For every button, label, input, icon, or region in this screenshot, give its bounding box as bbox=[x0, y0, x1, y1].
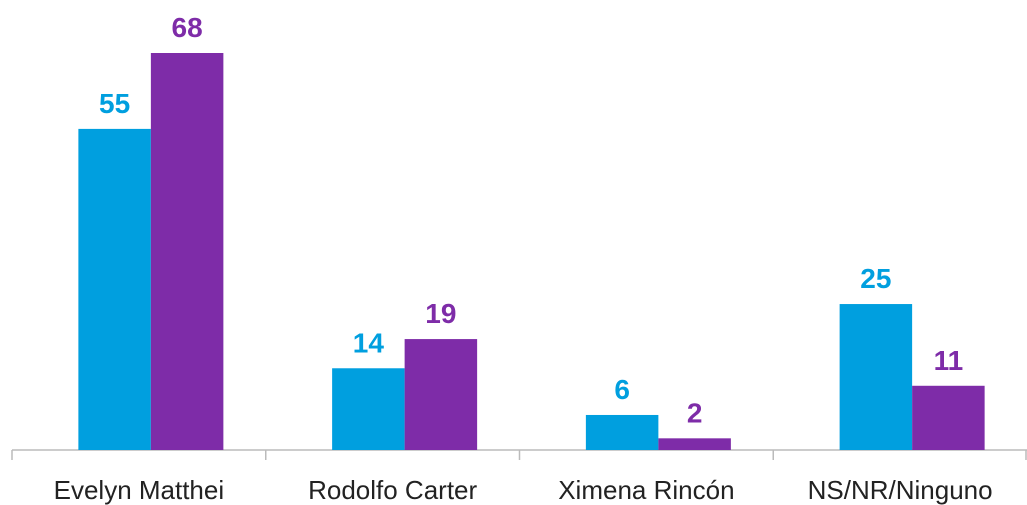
value-label: 2 bbox=[687, 397, 703, 428]
bar bbox=[912, 385, 985, 450]
bar bbox=[839, 304, 913, 450]
bar bbox=[332, 368, 405, 450]
x-tick-label: NS/NR/Ninguno bbox=[808, 475, 993, 505]
x-tick-label: Evelyn Matthei bbox=[54, 475, 225, 505]
bar bbox=[658, 438, 731, 450]
value-label: 19 bbox=[425, 298, 456, 329]
x-tick-label: Ximena Rincón bbox=[558, 475, 734, 505]
bar bbox=[585, 414, 659, 450]
bar bbox=[404, 339, 478, 450]
value-label: 14 bbox=[353, 327, 385, 358]
bar bbox=[150, 53, 224, 450]
value-label: 6 bbox=[614, 374, 630, 405]
value-label: 25 bbox=[860, 263, 891, 294]
value-label: 55 bbox=[99, 88, 130, 119]
value-label: 68 bbox=[172, 12, 203, 43]
x-tick-label: Rodolfo Carter bbox=[308, 475, 477, 505]
bar bbox=[78, 128, 151, 450]
value-label: 11 bbox=[934, 345, 964, 376]
